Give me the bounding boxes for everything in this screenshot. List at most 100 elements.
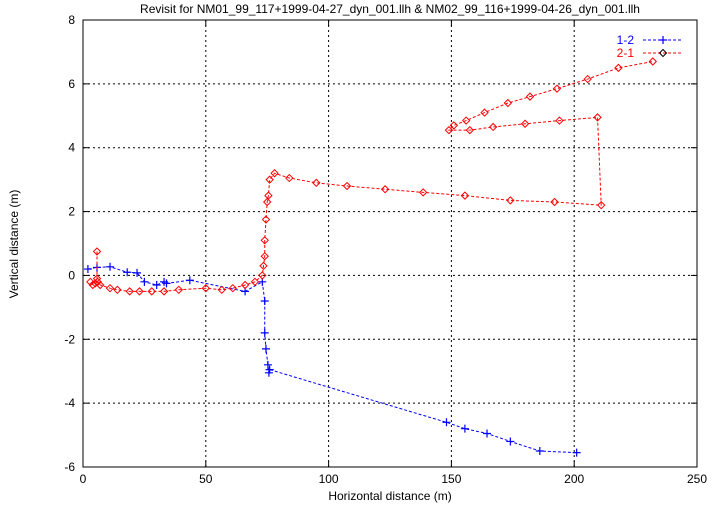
data-point bbox=[461, 116, 471, 125]
data-point bbox=[483, 429, 492, 438]
data-point bbox=[380, 185, 390, 194]
data-point bbox=[506, 437, 515, 446]
data-point bbox=[228, 283, 238, 293]
data-point bbox=[260, 236, 269, 245]
data-point bbox=[123, 268, 132, 277]
data-point bbox=[418, 188, 428, 197]
x-tick-label: 250 bbox=[687, 472, 707, 486]
data-point bbox=[583, 74, 592, 84]
axis-ticks: 0 50 100 150 200 250 -6 -4 -2 0 2 4 6 8 bbox=[64, 13, 707, 486]
data-point bbox=[88, 280, 98, 290]
data-point bbox=[270, 169, 279, 178]
data-point bbox=[240, 280, 250, 290]
y-tick-label: -2 bbox=[64, 332, 75, 346]
data-point bbox=[264, 191, 273, 200]
series-layer bbox=[83, 57, 657, 457]
data-point bbox=[263, 360, 272, 369]
data-point bbox=[261, 344, 270, 353]
y-tick-label: -4 bbox=[64, 396, 75, 410]
series-line bbox=[87, 266, 577, 454]
data-point bbox=[113, 285, 122, 295]
data-point bbox=[525, 92, 535, 101]
data-point bbox=[162, 279, 171, 288]
legend-label: 1-2 bbox=[617, 33, 635, 47]
data-point bbox=[95, 280, 105, 290]
grid bbox=[83, 20, 697, 467]
data-point bbox=[147, 287, 156, 296]
data-point bbox=[185, 276, 194, 285]
data-point bbox=[260, 296, 269, 305]
data-point bbox=[480, 108, 489, 117]
data-point bbox=[449, 121, 459, 130]
x-tick-label: 100 bbox=[319, 472, 339, 486]
data-point bbox=[135, 287, 144, 296]
data-point bbox=[93, 277, 102, 287]
data-point bbox=[106, 262, 115, 271]
data-point bbox=[460, 424, 469, 433]
data-point bbox=[444, 125, 454, 135]
data-point bbox=[86, 277, 95, 287]
data-point bbox=[174, 285, 183, 295]
y-axis-label: Vertical distance (m) bbox=[7, 190, 21, 299]
data-point bbox=[503, 98, 513, 108]
data-point bbox=[258, 271, 267, 280]
data-point bbox=[555, 116, 564, 125]
x-tick-label: 200 bbox=[564, 472, 584, 486]
data-point bbox=[152, 281, 161, 290]
data-point bbox=[265, 175, 274, 184]
y-tick-label: 0 bbox=[68, 268, 75, 282]
legend: 1-22-1 bbox=[617, 33, 683, 60]
legend-marker bbox=[658, 48, 668, 58]
data-point bbox=[535, 447, 544, 456]
data-point bbox=[597, 200, 606, 210]
legend-label: 2-1 bbox=[617, 46, 635, 60]
series-2-1 bbox=[86, 57, 657, 296]
y-tick-label: -6 bbox=[64, 460, 75, 474]
series-line bbox=[88, 61, 653, 292]
data-point bbox=[488, 122, 498, 132]
legend-marker bbox=[659, 36, 667, 44]
y-tick-label: 8 bbox=[68, 13, 75, 27]
data-point bbox=[260, 328, 269, 337]
data-point bbox=[125, 287, 134, 296]
data-point bbox=[133, 268, 142, 277]
y-tick-label: 2 bbox=[68, 205, 75, 219]
data-point bbox=[550, 197, 559, 207]
x-tick-label: 150 bbox=[441, 472, 461, 486]
data-point bbox=[260, 252, 269, 261]
data-point bbox=[442, 418, 451, 427]
data-point bbox=[572, 448, 581, 457]
data-point bbox=[259, 261, 268, 271]
data-point bbox=[91, 279, 100, 288]
data-point bbox=[506, 196, 515, 205]
data-point bbox=[250, 277, 260, 287]
x-tick-label: 50 bbox=[199, 472, 213, 486]
data-point bbox=[265, 365, 274, 374]
series-1-2 bbox=[83, 262, 581, 457]
plot-frame bbox=[82, 19, 698, 468]
data-point bbox=[552, 84, 562, 93]
data-point bbox=[105, 283, 115, 293]
data-point bbox=[593, 113, 602, 122]
y-tick-label: 4 bbox=[68, 141, 75, 155]
data-point bbox=[460, 191, 470, 200]
data-point bbox=[342, 181, 352, 191]
data-point bbox=[159, 287, 169, 296]
data-point bbox=[217, 285, 226, 295]
data-point bbox=[614, 63, 623, 73]
x-tick-label: 0 bbox=[80, 472, 87, 486]
chart-title: Revisit for NM01_99_117+1999-04-27_dyn_0… bbox=[140, 2, 640, 16]
data-point bbox=[312, 178, 321, 188]
data-point bbox=[285, 173, 294, 183]
data-point bbox=[520, 119, 530, 128]
data-point bbox=[465, 125, 475, 135]
data-point bbox=[201, 283, 211, 293]
data-point bbox=[648, 57, 657, 66]
y-tick-label: 6 bbox=[68, 77, 75, 91]
data-point bbox=[83, 265, 92, 274]
data-point bbox=[262, 197, 272, 207]
data-point bbox=[92, 247, 102, 256]
data-point bbox=[261, 215, 271, 224]
x-axis-label: Horizontal distance (m) bbox=[328, 489, 451, 503]
